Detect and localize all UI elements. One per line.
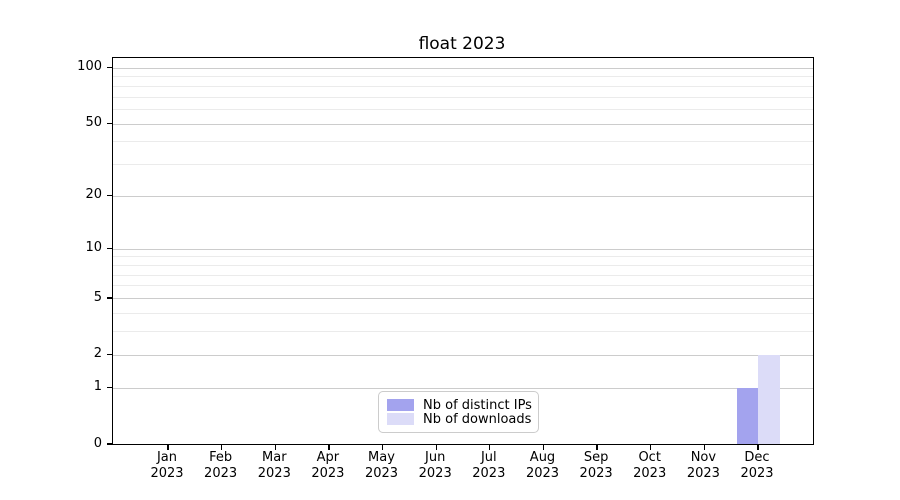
month-label: Oct <box>638 450 661 465</box>
legend-item-distinct-ips: Nb of distinct IPs <box>387 397 532 413</box>
year-label: 2023 <box>257 466 291 481</box>
major-gridline <box>113 354 813 356</box>
y-tick-mark <box>106 386 112 389</box>
minor-gridline <box>113 164 813 166</box>
x-tick-label-may: May 2023 <box>350 450 414 482</box>
x-tick-label-oct: Oct 2023 <box>618 450 682 482</box>
x-tick-label-jul: Jul 2023 <box>457 450 521 482</box>
month-label: Aug <box>529 450 556 465</box>
bar-downloads-dec <box>758 354 780 444</box>
x-tick-mark <box>650 445 652 450</box>
x-tick-label-jun: Jun 2023 <box>403 450 467 482</box>
year-label: 2023 <box>418 466 452 481</box>
y-tick-mark <box>106 443 112 445</box>
minor-gridline <box>113 331 813 332</box>
month-label: Feb <box>209 450 233 465</box>
x-tick-label-nov: Nov 2023 <box>671 450 735 482</box>
x-tick-mark <box>542 445 545 450</box>
major-gridline <box>113 248 813 250</box>
y-tick-label: 20 <box>85 187 102 203</box>
plot-area <box>106 57 814 450</box>
x-tick-mark <box>489 445 491 450</box>
x-tick-mark <box>435 445 437 450</box>
minor-gridline <box>113 312 813 314</box>
year-label: 2023 <box>579 466 613 481</box>
bar-distinct-ips-dec <box>736 387 758 444</box>
legend: Nb of distinct IPs Nb of downloads <box>378 391 539 433</box>
month-label: Apr <box>316 450 340 465</box>
x-tick-mark <box>328 445 330 450</box>
y-tick-label: 1 <box>93 379 102 394</box>
month-label: Jun <box>425 450 446 465</box>
year-label: 2023 <box>311 466 345 481</box>
legend-swatch-distinct-ips-icon <box>387 399 414 411</box>
minor-gridline <box>113 285 813 287</box>
major-gridline <box>113 195 813 197</box>
minor-gridline <box>113 96 813 98</box>
x-tick-label-dec: Dec 2023 <box>725 450 789 482</box>
y-tick-mark <box>106 353 112 356</box>
y-tick-label: 2 <box>93 346 102 361</box>
legend-swatch-downloads-icon <box>387 413 414 425</box>
year-label: 2023 <box>472 466 506 481</box>
major-gridline <box>113 387 813 389</box>
minor-gridline <box>113 109 813 110</box>
month-label: Nov <box>690 450 717 465</box>
minor-gridline <box>113 256 813 258</box>
major-gridline <box>113 123 813 125</box>
y-axis: 0 1 2 5 10 20 50 100 <box>0 57 104 450</box>
month-label: Jul <box>480 450 497 465</box>
x-tick-label-jan: Jan 2023 <box>135 450 199 482</box>
minor-gridline <box>113 76 813 78</box>
major-gridline <box>113 298 813 299</box>
x-tick-mark <box>167 445 169 450</box>
month-label: Jan <box>156 450 178 465</box>
year-label: 2023 <box>204 466 238 481</box>
legend-label-distinct-ips: Nb of distinct IPs <box>423 397 532 413</box>
y-tick-mark <box>106 122 112 125</box>
month-label: Sep <box>583 450 609 465</box>
y-tick-label: 10 <box>85 240 102 256</box>
y-tick-label: 0 <box>93 435 102 451</box>
x-tick-mark <box>703 445 705 450</box>
chart-title: float 2023 <box>418 34 506 54</box>
legend-item-downloads: Nb of downloads <box>387 411 532 427</box>
x-tick-mark <box>381 445 384 450</box>
year-label: 2023 <box>364 466 399 481</box>
x-tick-label-aug: Aug 2023 <box>511 450 575 482</box>
y-tick-label: 50 <box>85 115 102 131</box>
year-label: 2023 <box>525 466 560 481</box>
major-gridline <box>113 67 813 69</box>
y-tick-mark <box>106 195 112 197</box>
minor-gridline <box>113 264 813 266</box>
minor-gridline <box>113 141 813 143</box>
x-axis: Jan 2023 Feb 2023 Mar 2023 Apr 2023 May 2023 Jun 20… <box>112 450 812 490</box>
x-tick-mark <box>596 445 598 450</box>
year-label: 2023 <box>686 466 720 481</box>
y-tick-label: 100 <box>77 59 102 75</box>
y-tick-mark <box>106 247 112 250</box>
minor-gridline <box>113 274 813 276</box>
x-tick-mark <box>221 445 223 450</box>
month-label: Dec <box>744 450 770 465</box>
x-tick-label-mar: Mar 2023 <box>242 450 306 482</box>
x-tick-mark <box>274 445 276 450</box>
y-tick-mark <box>106 297 112 299</box>
x-tick-label-apr: Apr 2023 <box>296 450 360 482</box>
x-tick-label-sep: Sep 2023 <box>564 450 628 482</box>
legend-label-downloads: Nb of downloads <box>423 411 532 427</box>
y-tick-label: 5 <box>93 289 102 305</box>
y-tick-mark <box>106 67 112 69</box>
month-label: May <box>368 450 395 465</box>
month-label: Mar <box>262 450 287 465</box>
minor-gridline <box>113 85 813 87</box>
year-label: 2023 <box>633 466 667 481</box>
x-tick-label-feb: Feb 2023 <box>189 450 253 482</box>
x-tick-mark <box>757 445 759 450</box>
year-label: 2023 <box>740 466 774 481</box>
year-label: 2023 <box>150 466 184 481</box>
